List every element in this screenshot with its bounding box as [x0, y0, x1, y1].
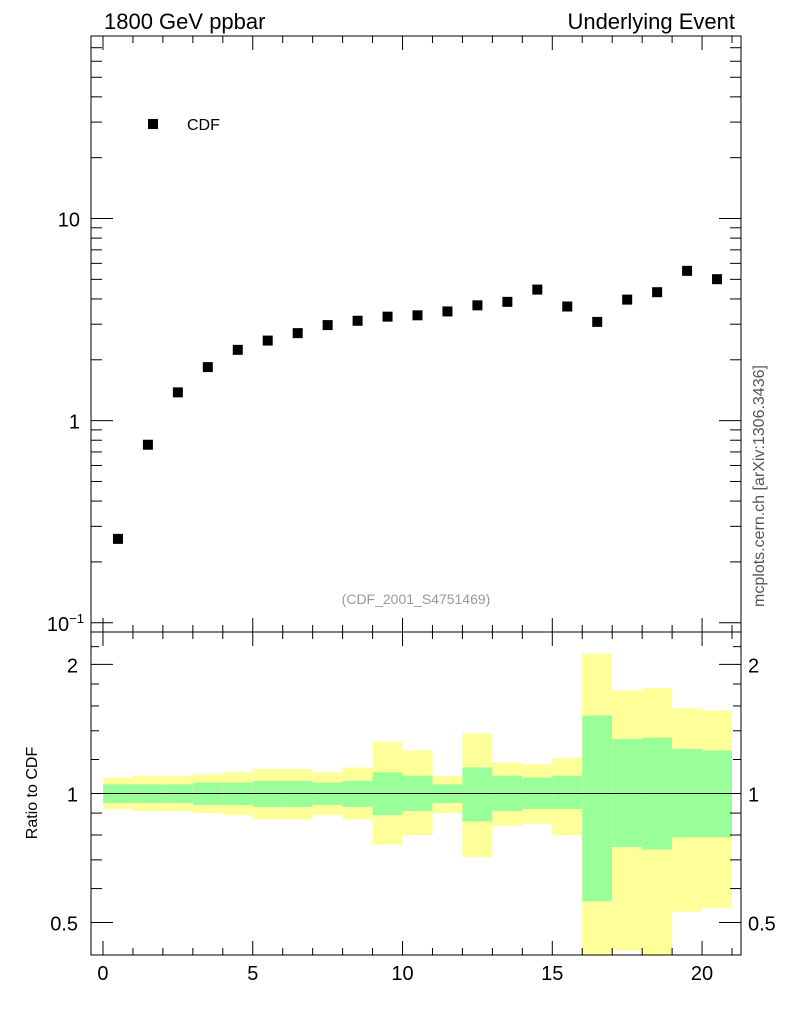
header-right-title: Underlying Event — [567, 9, 735, 34]
inner-band-16 — [582, 715, 613, 902]
ratio-y-tick-label-1: 1 — [67, 784, 78, 806]
data-point-16 — [592, 316, 603, 327]
legend-marker-cdf — [148, 119, 158, 129]
main-y-tick-label-1: 1 — [69, 412, 80, 434]
data-point-8 — [352, 315, 363, 326]
ratio-bands — [102, 653, 733, 955]
inner-band-12 — [462, 767, 493, 822]
ratio-y-tick-label-right-1: 1 — [748, 784, 759, 806]
header-left-title: 1800 GeV ppbar — [104, 9, 265, 34]
data-point-15 — [562, 301, 573, 312]
main-points — [112, 265, 723, 544]
inner-band-15 — [552, 775, 583, 809]
side-credit-label: mcplots.cern.ch [arXiv:1306.3436] — [751, 365, 768, 607]
data-point-12 — [472, 300, 483, 311]
watermark: (CDF_2001_S4751469) — [342, 591, 491, 607]
data-point-1 — [142, 439, 153, 450]
data-point-20 — [712, 274, 723, 285]
main-y-tick-label-0.1: 10−1 — [47, 611, 84, 636]
ratio-y-tick-label-right-0.5: 0.5 — [748, 914, 776, 936]
ratio-y-axis-label: Ratio to CDF — [24, 747, 41, 840]
data-point-3 — [202, 362, 213, 373]
main-y-tick-label-10: 10 — [58, 210, 80, 232]
data-point-10 — [412, 310, 423, 321]
ratio-y-tick-label-2: 2 — [67, 655, 78, 677]
ratio-y-tick-label-0.5: 0.5 — [50, 914, 78, 936]
data-point-14 — [532, 284, 543, 295]
data-point-17 — [622, 294, 633, 305]
legend-label-cdf: CDF — [187, 117, 220, 134]
data-point-0 — [112, 533, 123, 544]
data-point-2 — [172, 387, 183, 398]
data-point-5 — [262, 335, 273, 346]
ratio-y-tick-label-right-2: 2 — [748, 655, 759, 677]
x-tick-label-0: 0 — [97, 963, 108, 985]
data-point-6 — [292, 328, 303, 339]
ratio-panel: 0 5 10 15 20 2 2 1 1 0.5 0.5 Ratio to CDF — [24, 631, 776, 985]
data-point-18 — [652, 287, 663, 298]
main-panel: 10 1 10−1 (CDF_2001_S4751469) CDF — [47, 35, 742, 636]
data-point-13 — [502, 296, 513, 307]
x-tick-label-20: 20 — [691, 963, 713, 985]
x-tick-label-15: 15 — [541, 963, 563, 985]
x-tick-label-10: 10 — [391, 963, 413, 985]
ratio-ticks: 0 5 10 15 20 2 2 1 1 0.5 0.5 — [50, 632, 776, 985]
data-point-11 — [442, 306, 453, 317]
data-point-9 — [382, 311, 393, 322]
legend: CDF — [148, 117, 220, 134]
data-point-19 — [682, 265, 693, 276]
data-point-4 — [232, 344, 243, 355]
x-tick-label-5: 5 — [247, 963, 258, 985]
data-point-7 — [322, 320, 333, 331]
